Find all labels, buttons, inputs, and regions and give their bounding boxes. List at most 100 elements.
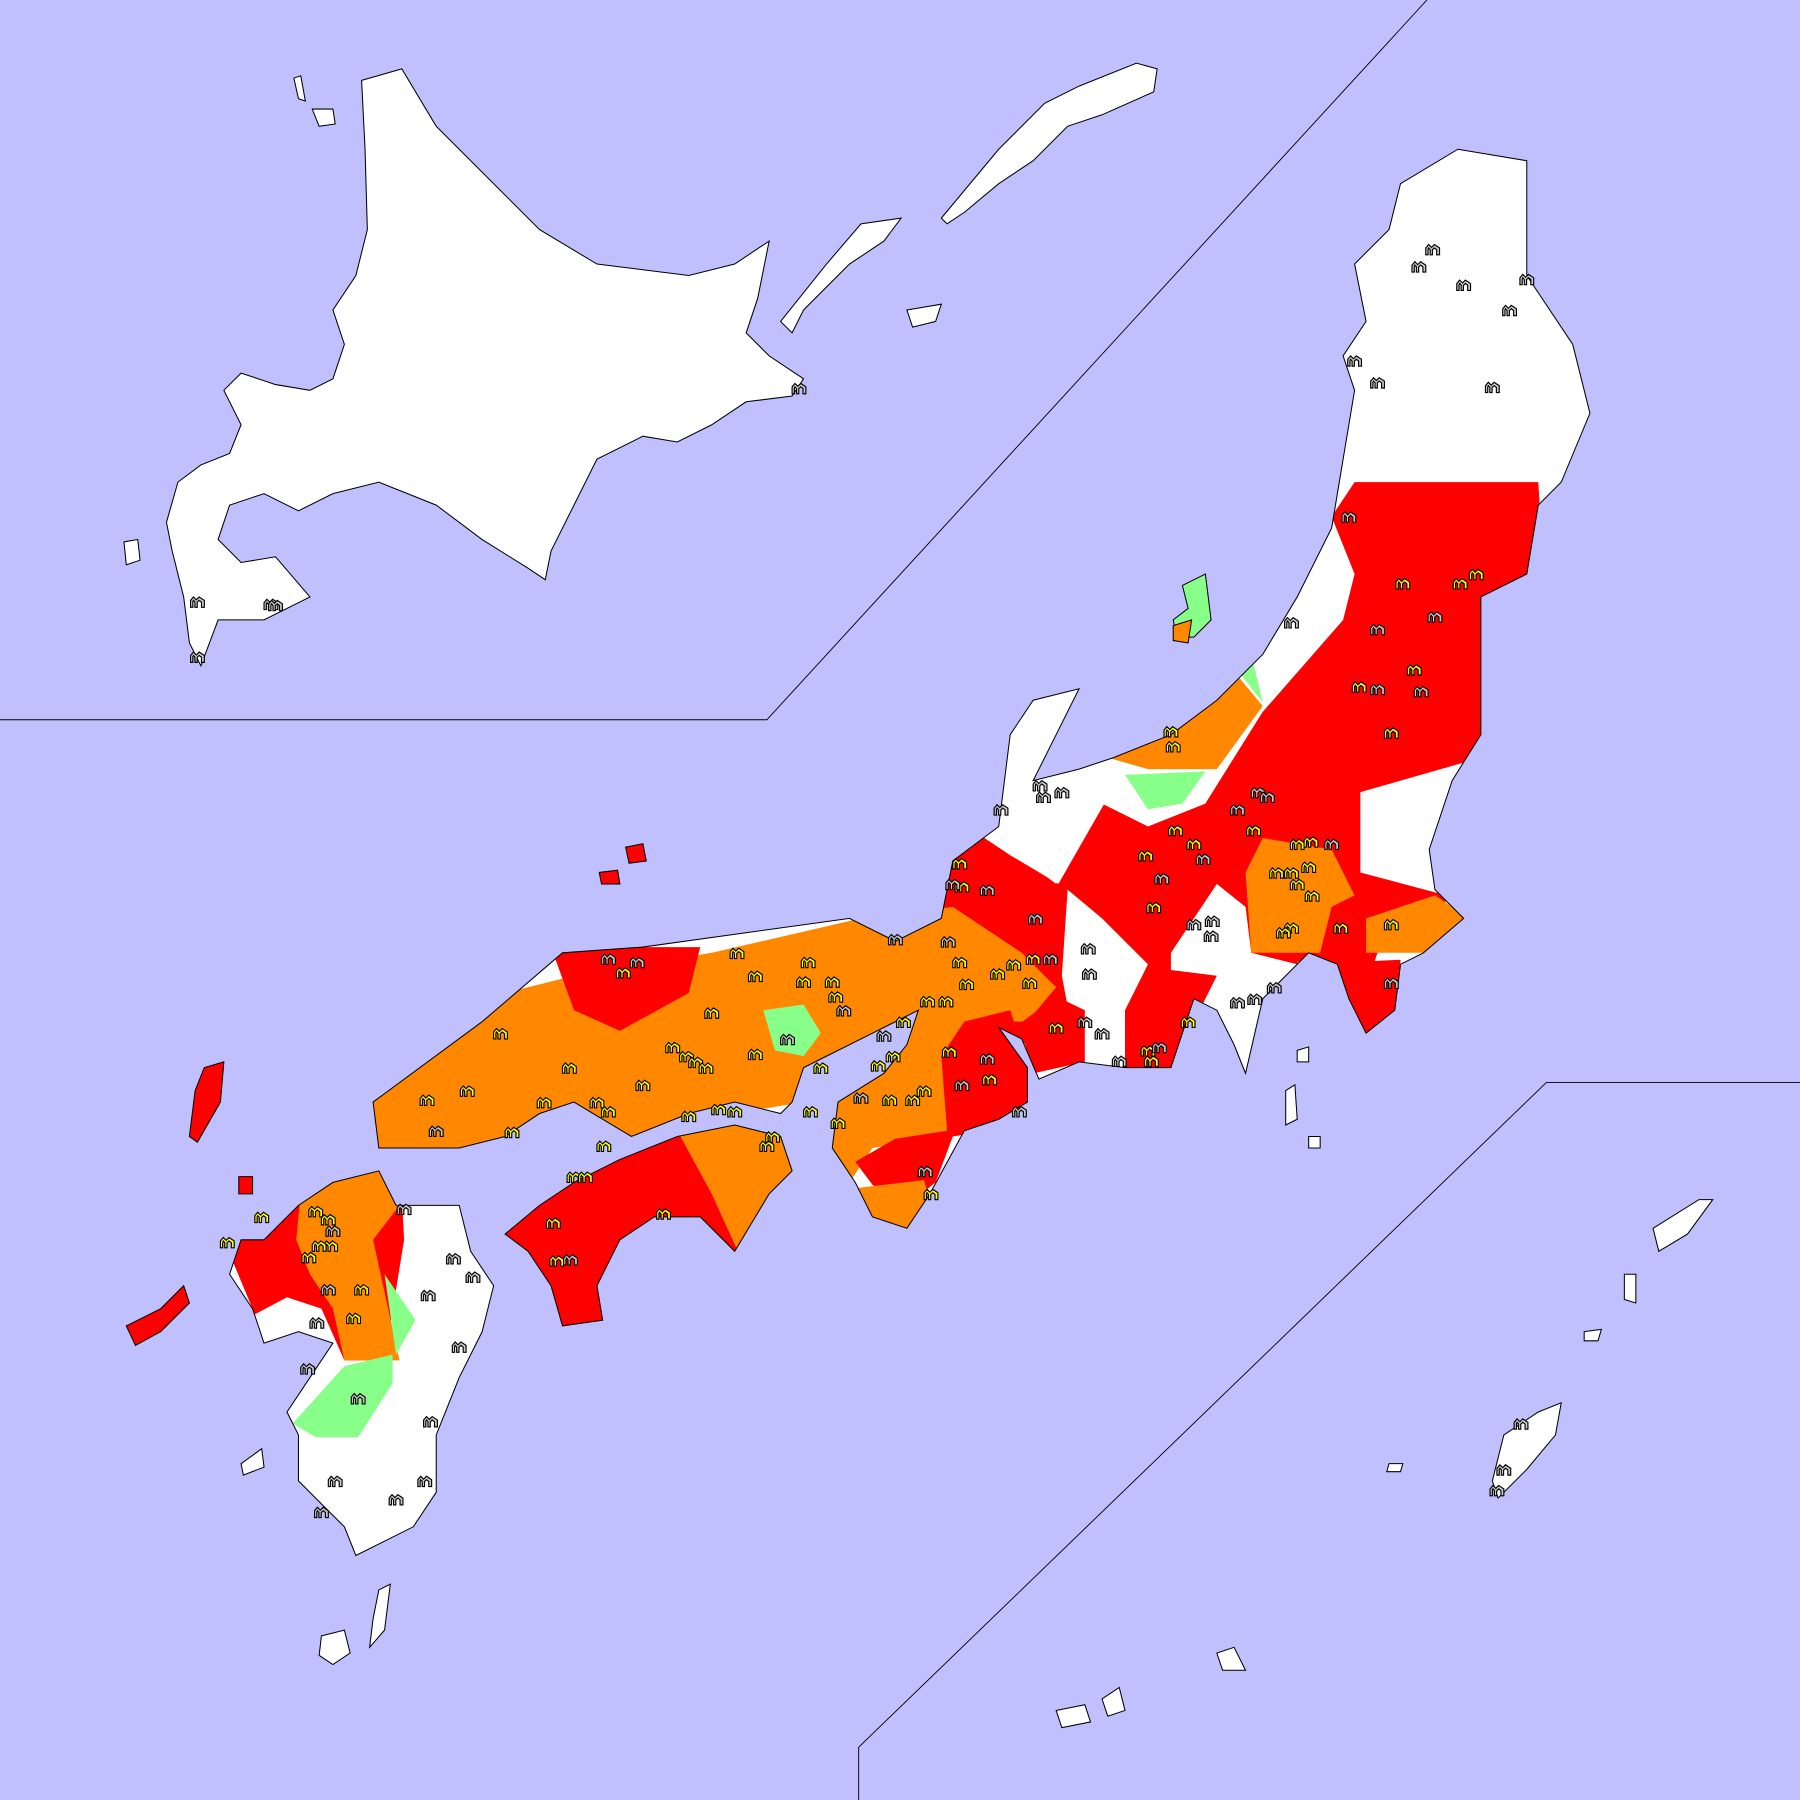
station-arch-icon-highlighted <box>796 976 812 988</box>
kuril-island <box>779 217 903 334</box>
island <box>1055 1704 1092 1729</box>
coastlines <box>165 68 1591 1557</box>
station-arch-icon <box>1496 1463 1512 1476</box>
station-arch-icon-highlighted <box>727 1105 743 1118</box>
station-arch-icon-highlighted <box>1146 901 1162 914</box>
station-arch-icon <box>309 1317 325 1329</box>
station-arch-icon <box>445 1252 461 1265</box>
station-arch-icon-highlighted <box>549 1255 565 1267</box>
rebun-island <box>293 75 307 102</box>
station-arch-icon <box>396 1203 412 1216</box>
station-arch-icon-highlighted <box>1143 1055 1159 1068</box>
station-arch-icon-highlighted <box>459 1085 475 1097</box>
station-arch-icon <box>1413 685 1429 698</box>
station-arch-icon-highlighted <box>665 1041 681 1054</box>
station-arch-icon-highlighted <box>1383 918 1399 931</box>
station-arch-icon-highlighted <box>596 1140 612 1152</box>
region-orange <box>373 906 1057 1183</box>
station-arch-icon-highlighted <box>1383 726 1399 739</box>
station-arch-icon-highlighted <box>698 1062 714 1074</box>
station-arch-icon <box>1230 803 1245 816</box>
station-arch-icon-highlighted <box>589 1096 605 1109</box>
station-arch-icon-highlighted <box>1289 838 1305 851</box>
station-arch-icon <box>1513 1418 1529 1430</box>
station-arch-icon <box>1484 381 1500 394</box>
station-arch-icon-highlighted <box>923 1188 939 1201</box>
station-arch-icon <box>268 599 283 612</box>
station-arch-icon <box>1203 930 1219 942</box>
station-arch-icon <box>1383 977 1399 989</box>
station-arch-icon <box>1427 611 1443 623</box>
goto-islands <box>125 1284 191 1347</box>
station-arch-icon-highlighted <box>747 1048 763 1061</box>
station-arch-icon <box>325 1225 341 1237</box>
station-arch-icon-highlighted <box>990 968 1006 980</box>
station-arch-icon <box>979 884 995 896</box>
station-arch-icon <box>428 1125 444 1138</box>
station-arch-icon-highlighted <box>615 966 631 979</box>
station-arch-icon-highlighted <box>1351 681 1367 693</box>
station-arch-icon <box>954 1079 970 1092</box>
honshu-coast <box>372 148 1591 1229</box>
inset-divider-south <box>858 1082 1800 1800</box>
station-arch-icon-highlighted <box>959 978 975 991</box>
station-arch-icon-highlighted <box>346 1312 362 1325</box>
station-arch-icon-highlighted <box>830 1117 846 1130</box>
station-arch-icon-highlighted <box>577 1171 593 1183</box>
station-arch-icon <box>1425 243 1441 256</box>
kuril-island <box>940 62 1158 225</box>
station-arch-icon <box>189 596 205 608</box>
station-arch-icon-highlighted <box>311 1240 327 1252</box>
okushiri-island <box>123 538 141 566</box>
station-arch-icon-highlighted <box>1304 889 1320 902</box>
station-arch-icon-highlighted <box>704 1007 720 1019</box>
station-arch-icon <box>1250 786 1266 799</box>
station-arch-icon-highlighted <box>1468 568 1484 581</box>
station-arch-icon-highlighted <box>308 1205 324 1218</box>
station-arch-icon-highlighted <box>566 1171 582 1183</box>
station-arch-icon-highlighted <box>600 1105 616 1118</box>
station-arch-icon <box>887 933 903 946</box>
station-arch-icon-highlighted <box>1395 577 1411 590</box>
station-arch-icon <box>1370 683 1386 696</box>
shikoku-coast <box>504 1124 793 1327</box>
station-arch-icon-highlighted <box>1163 725 1179 738</box>
station-arch-icon-highlighted <box>1406 663 1422 676</box>
station-arch-icon-highlighted <box>635 1079 651 1092</box>
station-arch-icon <box>1032 779 1048 792</box>
station-arch-icon <box>1186 918 1202 931</box>
station-arch-icon <box>791 382 807 395</box>
station-arch-icon-highlighted <box>1180 1016 1196 1028</box>
station-arch-icon-highlighted <box>952 956 968 969</box>
station-arch-icon <box>979 1052 995 1065</box>
station-arch-icon-highlighted <box>681 1110 697 1123</box>
station-arch-icon <box>836 1004 852 1017</box>
station-arch-icon-highlighted <box>885 1050 901 1063</box>
rishiri-island <box>311 108 336 127</box>
oki-island <box>598 869 621 885</box>
station-arch-icon <box>1502 304 1518 317</box>
station-arch-icon <box>1283 616 1299 629</box>
station-arch-icon <box>451 1341 467 1353</box>
izu-island <box>1285 1083 1298 1126</box>
station-arch-icon <box>300 1362 316 1375</box>
station-arch-icon-highlighted <box>952 857 968 870</box>
station-arch-icon <box>917 1165 933 1178</box>
station-arch-icon-highlighted <box>765 1131 781 1143</box>
station-arch-icon-highlighted <box>828 990 844 1003</box>
region-white <box>1366 769 1449 884</box>
region-orange <box>677 1125 793 1258</box>
station-arch-icon <box>1456 279 1472 292</box>
station-arch-icon-highlighted <box>1140 1044 1156 1057</box>
station-arch-icon <box>1195 853 1211 865</box>
station-arch-icon-highlighted <box>905 1094 921 1107</box>
tsushima-island <box>188 1061 225 1143</box>
station-arch-icon-highlighted <box>1269 867 1284 879</box>
station-arch-icon <box>780 1033 795 1046</box>
station-arch-icon-highlighted <box>1186 838 1202 851</box>
station-arch-icon <box>1111 1055 1127 1068</box>
station-arch-icon <box>600 953 616 965</box>
region-orange <box>1245 838 1355 953</box>
station-arch-icon <box>1080 942 1096 955</box>
